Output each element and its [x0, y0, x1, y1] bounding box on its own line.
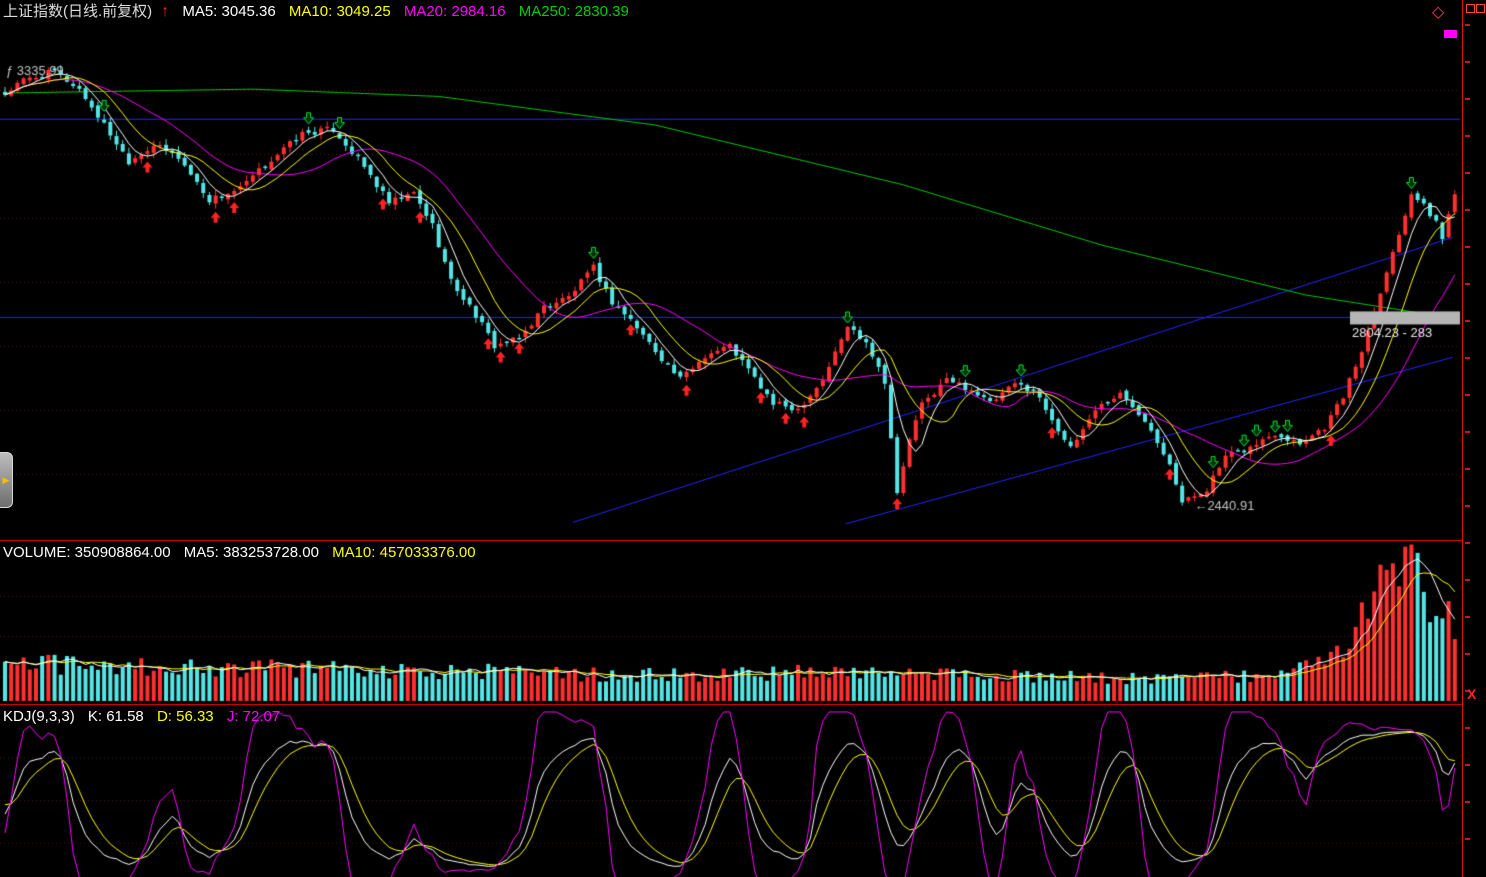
axis-tick-marks: [1465, 24, 1470, 864]
diamond-icon[interactable]: ◇: [1432, 4, 1445, 21]
ma250-label: MA250: 2830.39: [518, 3, 629, 20]
volume-header: VOLUME: 350908864.00 MA5: 383253728.00 M…: [3, 544, 485, 562]
kdj-header: KDJ(9,3,3) K: 61.58 D: 56.33 J: 72.07: [3, 708, 289, 726]
volume-panel: VOLUME: 350908864.00 MA5: 383253728.00 M…: [0, 540, 1462, 704]
price-axis-strip: X: [1462, 0, 1486, 877]
kdj-title-label: KDJ(9,3,3): [3, 708, 75, 725]
expand-arrow-icon: ▶: [2, 474, 10, 485]
price-chart-canvas[interactable]: [0, 0, 1462, 540]
top-right-square-icon[interactable]: [1476, 4, 1485, 13]
main-chart-header: 上证指数(日线.前复权) ↑ MA5: 3045.36 MA10: 3049.25…: [3, 3, 638, 21]
sidebar-pull-tab[interactable]: ▶: [0, 452, 13, 508]
kdj-k-label: K: 61.58: [87, 708, 144, 725]
ma10-label: MA10: 3049.25: [288, 3, 391, 20]
volume-ma10-label: MA10: 457033376.00: [332, 544, 476, 561]
volume-ma5-label: MA5: 383253728.00: [183, 544, 319, 561]
close-icon[interactable]: X: [1467, 686, 1477, 702]
volume-value-label: VOLUME: 350908864.00: [3, 544, 171, 561]
kdj-j-label: J: 72.07: [226, 708, 281, 725]
kdj-d-label: D: 56.33: [156, 708, 214, 725]
magenta-marker-icon: [1444, 30, 1457, 38]
kdj-panel: KDJ(9,3,3) K: 61.58 D: 56.33 J: 72.07: [0, 704, 1462, 877]
symbol-title[interactable]: 上证指数(日线.前复权): [3, 3, 153, 20]
ma20-label: MA20: 2984.16: [403, 3, 506, 20]
main-chart-panel: 上证指数(日线.前复权) ↑ MA5: 3045.36 MA10: 3049.25…: [0, 0, 1462, 540]
volume-chart-canvas[interactable]: [0, 541, 1462, 703]
top-right-square-icon[interactable]: [1466, 4, 1475, 13]
kdj-chart-canvas[interactable]: [0, 705, 1462, 877]
up-arrow-icon: ↑: [161, 3, 170, 20]
ma5-label: MA5: 3045.36: [182, 3, 276, 20]
